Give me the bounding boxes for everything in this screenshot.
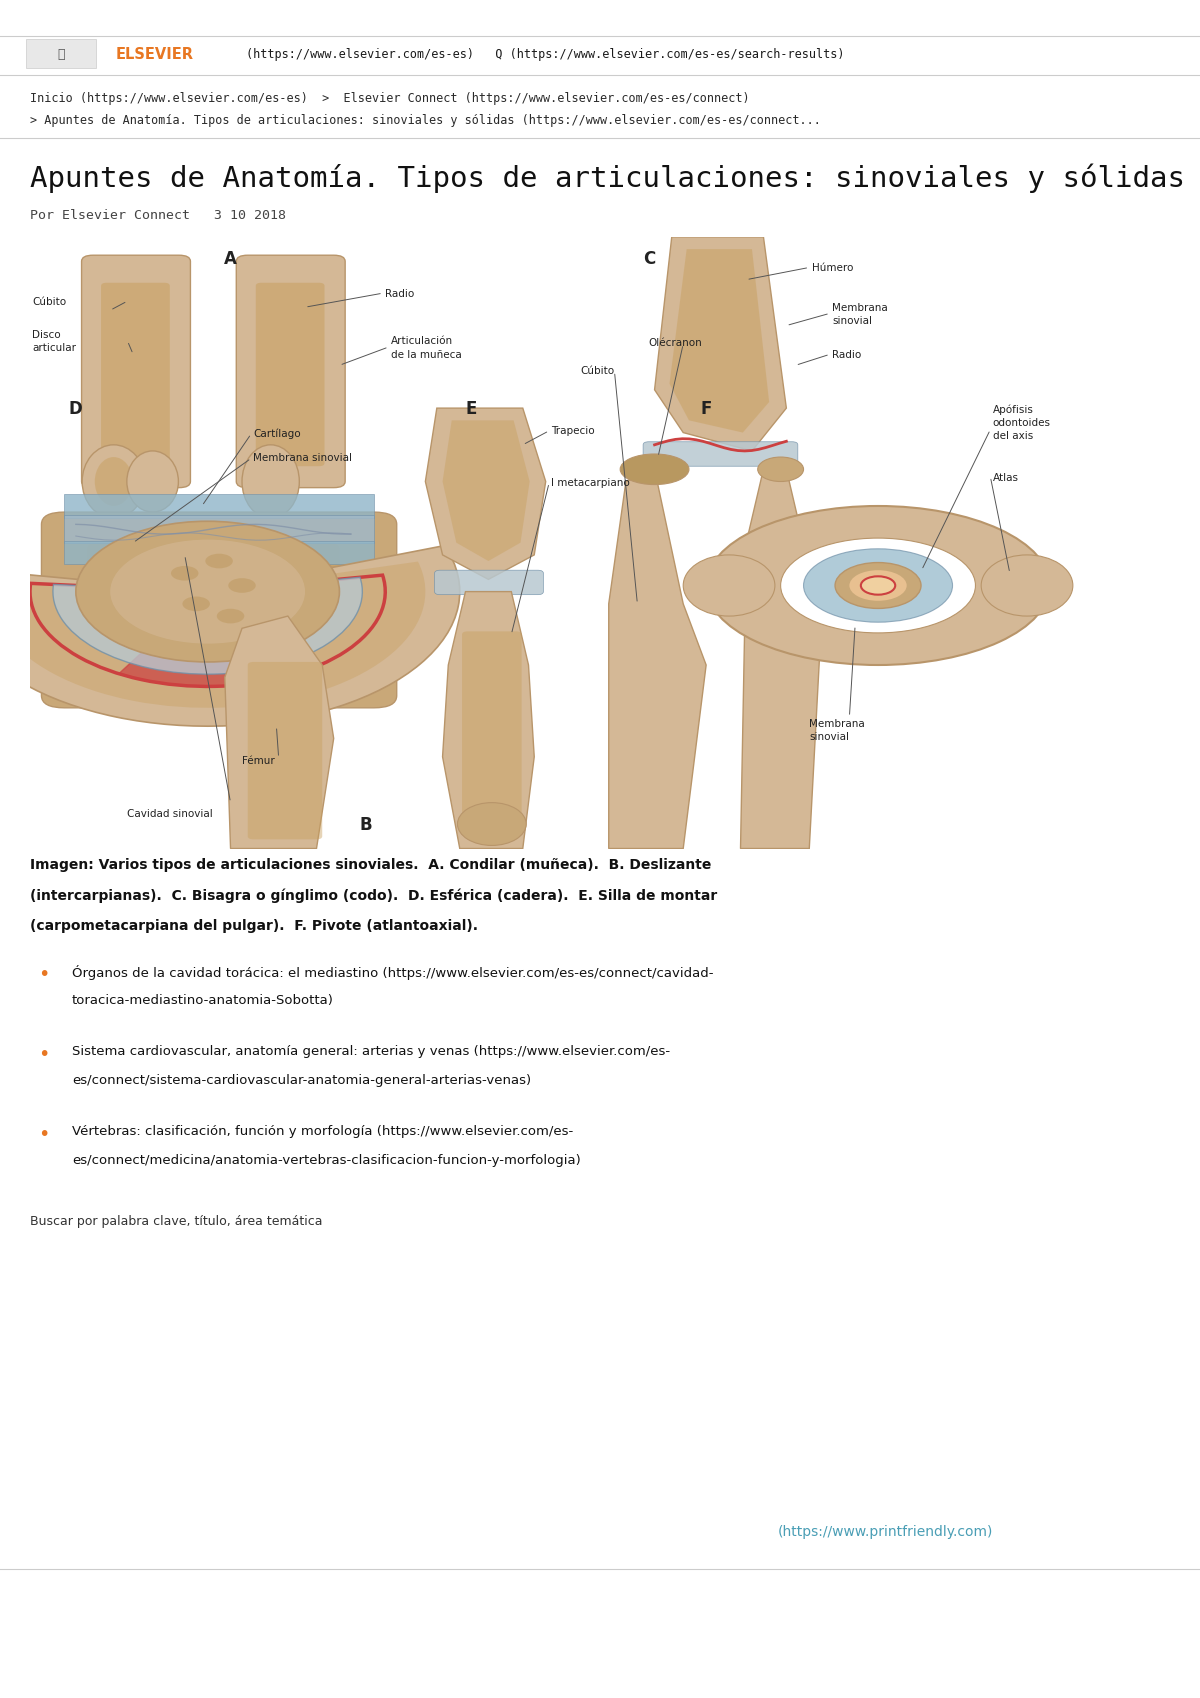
Circle shape <box>170 567 198 581</box>
Ellipse shape <box>620 455 689 486</box>
Text: (intercarpianas).  C. Bisagra o gínglimo (codo).  D. Esférica (cadera).  E. Sill: (intercarpianas). C. Bisagra o gínglimo … <box>30 888 718 903</box>
Text: Radio: Radio <box>833 350 862 360</box>
Text: A: A <box>224 250 236 268</box>
Polygon shape <box>740 470 821 849</box>
Text: es/connect/medicina/anatomia-vertebras-clasificacion-funcion-y-morfologia): es/connect/medicina/anatomia-vertebras-c… <box>72 1153 581 1167</box>
Text: •: • <box>38 1044 49 1063</box>
FancyBboxPatch shape <box>236 256 346 489</box>
Ellipse shape <box>757 458 804 482</box>
FancyBboxPatch shape <box>462 632 522 834</box>
Text: Fémur: Fémur <box>242 756 275 766</box>
Polygon shape <box>224 616 334 849</box>
Text: toracica-mediastino-anatomia-Sobotta): toracica-mediastino-anatomia-Sobotta) <box>72 993 334 1007</box>
Wedge shape <box>0 562 425 708</box>
FancyBboxPatch shape <box>434 571 544 596</box>
Text: Olécranon: Olécranon <box>649 338 702 348</box>
FancyBboxPatch shape <box>42 513 397 708</box>
Ellipse shape <box>683 555 775 616</box>
Polygon shape <box>670 250 769 433</box>
FancyBboxPatch shape <box>256 284 324 467</box>
Text: Inicio (https://www.elsevier.com/es-es)  >  Elsevier Connect (https://www.elsevi: Inicio (https://www.elsevier.com/es-es) … <box>30 92 750 105</box>
Ellipse shape <box>781 538 976 633</box>
Circle shape <box>182 598 210 611</box>
Circle shape <box>76 521 340 662</box>
FancyBboxPatch shape <box>65 494 374 520</box>
Text: es/connect/sistema-cardiovascular-anatomia-general-arterias-venas): es/connect/sistema-cardiovascular-anatom… <box>72 1073 532 1087</box>
Circle shape <box>228 579 256 594</box>
Text: C: C <box>643 250 655 268</box>
Text: Sistema cardiovascular, anatomía general: arterias y venas (https://www.elsevier: Sistema cardiovascular, anatomía general… <box>72 1044 670 1058</box>
Text: Apófisis
odontoides
del axis: Apófisis odontoides del axis <box>992 404 1051 441</box>
Text: Cartílago: Cartílago <box>253 428 301 438</box>
FancyBboxPatch shape <box>247 662 323 841</box>
Text: Órganos de la cavidad torácica: el mediastino (https://www.elsevier.com/es-es/co: Órganos de la cavidad torácica: el media… <box>72 964 714 980</box>
FancyBboxPatch shape <box>101 284 170 467</box>
Ellipse shape <box>804 550 953 623</box>
Text: Buscar por palabra clave, título, área temática: Buscar por palabra clave, título, área t… <box>30 1214 323 1228</box>
Ellipse shape <box>242 445 299 520</box>
Text: > Apuntes de Anatomía. Tipos de articulaciones: sinoviales y sólidas (https://ww: > Apuntes de Anatomía. Tipos de articula… <box>30 114 821 127</box>
Ellipse shape <box>982 555 1073 616</box>
FancyBboxPatch shape <box>82 256 191 489</box>
Wedge shape <box>0 547 460 727</box>
Text: ⬛: ⬛ <box>702 1528 707 1538</box>
Text: (https://www.printfriendly.com): (https://www.printfriendly.com) <box>778 1525 992 1538</box>
FancyBboxPatch shape <box>88 543 340 678</box>
FancyBboxPatch shape <box>643 443 798 467</box>
Polygon shape <box>425 409 546 581</box>
Ellipse shape <box>835 564 922 610</box>
Text: Húmero: Húmero <box>811 263 853 273</box>
Text: Disco
articular: Disco articular <box>32 329 77 353</box>
Wedge shape <box>53 577 362 674</box>
Ellipse shape <box>706 506 1050 666</box>
Ellipse shape <box>860 577 895 596</box>
Text: Cúbito: Cúbito <box>581 367 614 375</box>
FancyBboxPatch shape <box>26 41 96 70</box>
Text: I metacarpiano: I metacarpiano <box>552 477 630 487</box>
Text: Trapecio: Trapecio <box>552 424 595 435</box>
Text: •: • <box>38 1124 49 1143</box>
Text: Imagen: Varios tipos de articulaciones sinoviales.  A. Condilar (muñeca).  B. De: Imagen: Varios tipos de articulaciones s… <box>30 857 712 871</box>
Text: PDF: PDF <box>737 1528 756 1538</box>
Text: B: B <box>360 815 372 834</box>
Wedge shape <box>119 593 269 688</box>
Text: Cavidad sinovial: Cavidad sinovial <box>127 808 214 818</box>
Ellipse shape <box>457 803 527 846</box>
Text: Cúbito: Cúbito <box>32 297 66 307</box>
Text: Membrana
sinovial: Membrana sinovial <box>809 718 865 742</box>
Circle shape <box>205 554 233 569</box>
Text: (carpometacarpiana del pulgar).  F. Pivote (atlantoaxial).: (carpometacarpiana del pulgar). F. Pivot… <box>30 919 478 932</box>
Text: ELSEVIER: ELSEVIER <box>115 48 193 61</box>
Polygon shape <box>608 470 706 849</box>
Text: Membrana sinovial: Membrana sinovial <box>253 453 353 464</box>
Polygon shape <box>443 593 534 849</box>
Text: •: • <box>38 964 49 983</box>
FancyBboxPatch shape <box>65 516 374 543</box>
Circle shape <box>217 610 245 625</box>
FancyBboxPatch shape <box>65 542 374 565</box>
Text: D: D <box>68 401 83 418</box>
Text: Articulación
de la muñeca: Articulación de la muñeca <box>391 336 462 360</box>
Text: F: F <box>701 401 712 418</box>
Text: 🌲: 🌲 <box>58 48 65 61</box>
Polygon shape <box>443 421 529 562</box>
Text: Radio: Radio <box>385 289 414 299</box>
Ellipse shape <box>127 452 179 513</box>
Text: Atlas: Atlas <box>992 472 1019 482</box>
Text: Por Elsevier Connect   3 10 2018: Por Elsevier Connect 3 10 2018 <box>30 209 286 222</box>
Text: Apuntes de Anatomía. Tipos de articulaciones: sinoviales y sólidas: Apuntes de Anatomía. Tipos de articulaci… <box>30 163 1186 194</box>
Polygon shape <box>654 238 786 452</box>
Text: Vértebras: clasificación, función y morfología (https://www.elsevier.com/es-: Vértebras: clasificación, función y morf… <box>72 1124 574 1138</box>
Text: E: E <box>466 401 476 418</box>
Ellipse shape <box>82 445 145 520</box>
Text: (https://www.elsevier.com/es-es)   Q (https://www.elsevier.com/es-es/search-resu: (https://www.elsevier.com/es-es) Q (http… <box>246 48 845 61</box>
Ellipse shape <box>95 458 132 506</box>
Circle shape <box>110 540 305 644</box>
Ellipse shape <box>850 571 907 601</box>
Text: Membrana
sinovial: Membrana sinovial <box>833 302 888 326</box>
